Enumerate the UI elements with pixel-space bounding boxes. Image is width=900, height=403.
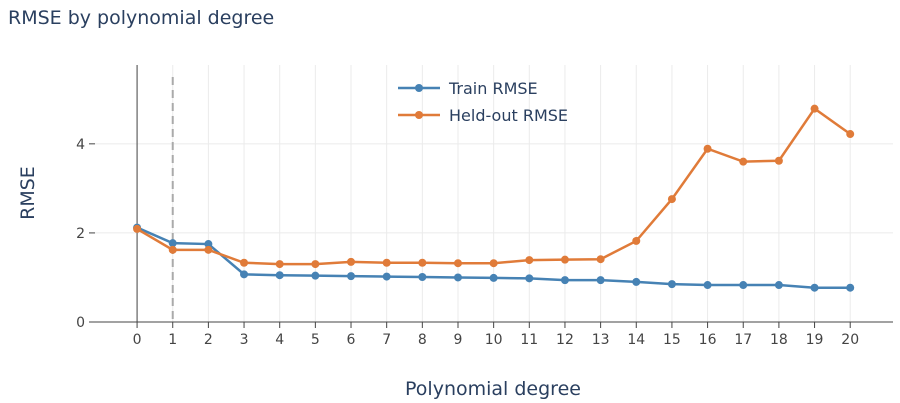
point bbox=[525, 274, 534, 283]
point bbox=[703, 281, 712, 290]
x-tick-label: 11 bbox=[520, 332, 538, 348]
legend-label: Held-out RMSE bbox=[449, 106, 568, 125]
point bbox=[632, 236, 641, 245]
point bbox=[560, 255, 569, 264]
x-tick-label: 18 bbox=[770, 332, 788, 348]
point bbox=[275, 260, 284, 269]
point bbox=[240, 258, 249, 267]
x-tick-label: 3 bbox=[240, 332, 249, 348]
legend-swatch bbox=[415, 84, 423, 92]
point bbox=[133, 224, 142, 233]
point bbox=[168, 239, 177, 248]
x-tick-label: 14 bbox=[627, 332, 645, 348]
point bbox=[204, 240, 213, 249]
x-tick-label: 12 bbox=[556, 332, 574, 348]
x-tick-label: 6 bbox=[347, 332, 356, 348]
y-tick-label: 2 bbox=[76, 226, 85, 242]
point bbox=[418, 273, 427, 282]
point bbox=[596, 276, 605, 285]
point bbox=[846, 283, 855, 292]
point bbox=[382, 258, 391, 267]
x-axis-title: Polynomial degree bbox=[405, 378, 581, 400]
point bbox=[382, 272, 391, 281]
y-tick-label: 0 bbox=[76, 315, 85, 331]
point bbox=[453, 273, 462, 282]
point bbox=[632, 277, 641, 286]
point bbox=[525, 256, 534, 265]
x-tick-label: 2 bbox=[204, 332, 213, 348]
x-tick-label: 5 bbox=[311, 332, 320, 348]
x-tick-label: 15 bbox=[663, 332, 681, 348]
point bbox=[810, 104, 819, 113]
point bbox=[667, 280, 676, 289]
point bbox=[739, 281, 748, 290]
point bbox=[667, 195, 676, 204]
point bbox=[489, 259, 498, 268]
point bbox=[168, 245, 177, 254]
point bbox=[453, 259, 462, 268]
x-tick-label: 16 bbox=[699, 332, 717, 348]
point bbox=[275, 271, 284, 280]
x-tick-label: 4 bbox=[275, 332, 284, 348]
y-axis-title: RMSE bbox=[17, 166, 39, 220]
point bbox=[846, 130, 855, 139]
x-tick-label: 1 bbox=[168, 332, 177, 348]
x-tick-label: 20 bbox=[841, 332, 859, 348]
point bbox=[703, 144, 712, 153]
legend-swatch bbox=[415, 111, 423, 119]
x-tick-label: 19 bbox=[806, 332, 824, 348]
x-tick-label: 8 bbox=[418, 332, 427, 348]
point bbox=[347, 272, 356, 281]
point bbox=[560, 276, 569, 285]
point bbox=[489, 273, 498, 282]
legend-label: Train RMSE bbox=[448, 79, 538, 98]
point bbox=[739, 157, 748, 166]
point bbox=[311, 260, 320, 269]
point bbox=[240, 270, 249, 279]
point bbox=[204, 245, 213, 254]
point bbox=[810, 283, 819, 292]
point bbox=[774, 281, 783, 290]
x-tick-label: 0 bbox=[133, 332, 142, 348]
chart-title: RMSE by polynomial degree bbox=[8, 7, 274, 29]
y-tick-label: 4 bbox=[76, 137, 85, 153]
x-tick-label: 9 bbox=[454, 332, 463, 348]
x-tick-label: 17 bbox=[734, 332, 752, 348]
point bbox=[596, 255, 605, 264]
x-tick-label: 13 bbox=[592, 332, 610, 348]
point bbox=[347, 257, 356, 266]
x-tick-label: 10 bbox=[485, 332, 503, 348]
point bbox=[418, 258, 427, 267]
point bbox=[774, 156, 783, 165]
x-tick-label: 7 bbox=[382, 332, 391, 348]
point bbox=[311, 271, 320, 280]
